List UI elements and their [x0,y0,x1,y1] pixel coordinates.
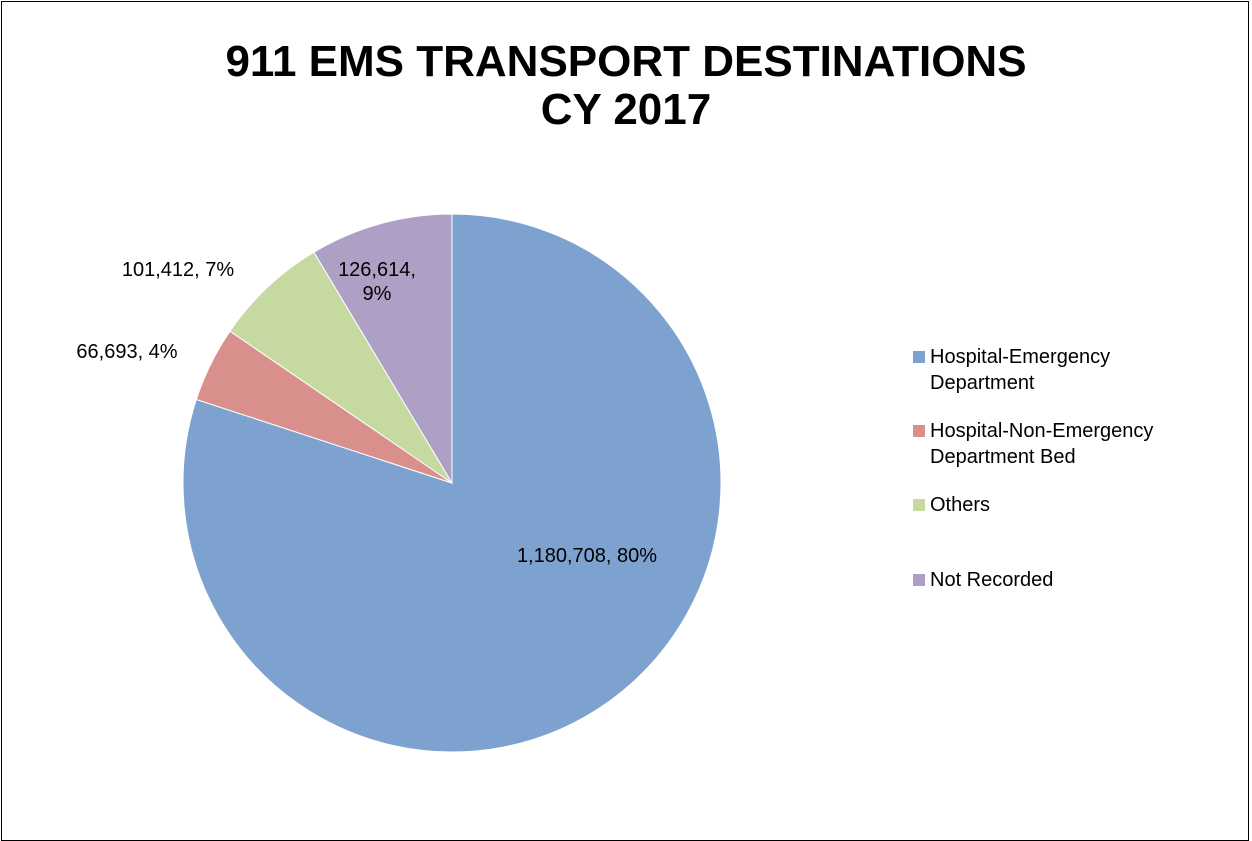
pie-slice [229,251,453,484]
legend-swatch [913,351,925,363]
legend-item: Hospital-Emergency Department [913,344,1180,396]
chart [182,213,722,753]
legend-label: Hospital-Non-Emergency Department Bed [930,420,1154,468]
legend-label: Others [930,494,991,516]
data-label: 66,693, 4% [76,341,178,363]
data-label: 1,180,708, 80% [516,545,658,567]
legend-swatch [913,499,925,511]
data-label: 126,614, 9% [338,259,416,305]
legend-swatch [913,574,925,586]
chart-title: CY 2017 [540,85,712,134]
chart-title: 911 EMS TRANSPORT DESTINATIONS [225,37,1027,86]
pie-slice [313,213,453,485]
data-label: 101,412, 7% [121,259,235,281]
legend-item: Hospital-Non-Emergency Department Bed [913,418,1210,470]
legend-item: Not Recorded [913,567,1210,593]
legend-swatch [913,425,925,437]
legend-item: Others [913,492,1210,518]
legend-label: Hospital-Emergency Department [930,346,1111,394]
legend-label: Not Recorded [930,569,1054,591]
